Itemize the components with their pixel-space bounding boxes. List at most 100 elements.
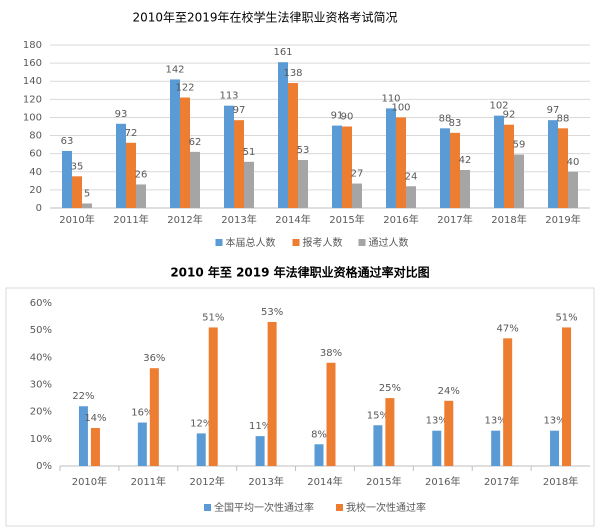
data-label: 27 — [351, 169, 364, 180]
legend-label: 全国平均一次性通过率 — [214, 501, 314, 514]
y-tick-label: 60 — [29, 149, 42, 160]
data-label: 16% — [131, 408, 153, 419]
data-label: 110 — [381, 93, 400, 104]
legend-swatch — [215, 239, 223, 246]
data-label: 72 — [125, 128, 138, 139]
data-label: 47% — [497, 323, 519, 334]
data-label: 63 — [61, 136, 74, 147]
data-label: 38% — [320, 348, 342, 359]
chart-border — [5, 287, 595, 527]
bar — [385, 398, 395, 466]
data-label: 14% — [84, 413, 106, 424]
legend-swatch — [358, 239, 366, 246]
data-label: 15% — [367, 410, 389, 421]
x-tick-label: 2016年 — [383, 213, 418, 226]
x-tick-label: 2013年 — [221, 213, 256, 226]
data-label: 51% — [555, 312, 577, 323]
y-tick-label: 60% — [30, 298, 52, 309]
data-label: 51 — [243, 147, 256, 158]
data-label: 42 — [459, 155, 472, 166]
bar — [267, 322, 277, 466]
data-label: 97 — [233, 105, 246, 116]
data-label: 93 — [115, 109, 128, 120]
bar — [78, 406, 88, 466]
bar — [72, 176, 82, 208]
x-tick-label: 2010年 — [59, 213, 94, 226]
bar — [234, 120, 244, 208]
bar — [244, 161, 254, 208]
x-tick-label: 2017年 — [484, 475, 519, 488]
data-label: 161 — [273, 47, 292, 58]
x-tick-label: 2011年 — [131, 475, 166, 488]
bar — [503, 338, 513, 466]
bar — [504, 124, 514, 208]
bar — [558, 128, 568, 208]
y-tick-label: 40% — [30, 352, 52, 363]
bar — [332, 125, 342, 208]
data-label: 88 — [439, 113, 452, 124]
bar — [550, 430, 560, 466]
data-label: 8% — [311, 429, 327, 440]
y-tick-label: 180 — [23, 40, 42, 51]
bar — [196, 433, 206, 466]
y-tick-label: 80 — [29, 131, 42, 142]
legend-swatch — [292, 239, 300, 246]
bar — [90, 427, 100, 466]
data-label: 122 — [175, 83, 194, 94]
y-tick-label: 120 — [23, 94, 42, 105]
data-label: 25% — [379, 383, 401, 394]
bar — [136, 184, 146, 208]
x-tick-label: 2012年 — [189, 475, 224, 488]
x-tick-label: 2012年 — [167, 213, 202, 226]
x-tick-label: 2014年 — [307, 475, 342, 488]
bar — [137, 422, 147, 466]
data-label: 13% — [485, 416, 507, 427]
bar — [126, 142, 136, 208]
bar — [342, 126, 352, 208]
data-label: 5 — [84, 188, 90, 199]
y-tick-label: 0% — [36, 461, 52, 472]
y-tick-label: 50% — [30, 325, 52, 336]
data-label: 13% — [426, 416, 448, 427]
data-label: 35 — [71, 161, 84, 172]
data-label: 36% — [143, 353, 165, 364]
bar — [432, 430, 442, 466]
bar — [406, 186, 416, 208]
data-label: 113 — [219, 91, 238, 102]
bar — [396, 117, 406, 208]
x-tick-label: 2018年 — [543, 475, 578, 488]
y-tick-label: 100 — [23, 112, 42, 123]
data-label: 13% — [543, 416, 565, 427]
legend-swatch — [204, 504, 211, 511]
data-label: 59 — [513, 140, 526, 151]
bar — [568, 171, 578, 208]
bar — [562, 327, 572, 466]
legend-label: 本届总人数 — [226, 236, 276, 249]
bar — [314, 444, 324, 466]
data-label: 40 — [567, 157, 580, 168]
data-label: 62 — [189, 137, 202, 148]
data-label: 142 — [165, 64, 184, 75]
bar — [386, 108, 396, 208]
bar — [548, 120, 558, 208]
x-tick-label: 2010年 — [72, 475, 107, 488]
data-label: 91 — [331, 111, 344, 122]
bar — [149, 368, 159, 466]
bar — [298, 160, 308, 208]
bar — [278, 62, 288, 209]
data-label: 97 — [547, 105, 560, 116]
bar — [491, 430, 501, 466]
data-label: 102 — [489, 101, 508, 112]
y-tick-label: 30% — [30, 380, 52, 391]
y-tick-label: 140 — [23, 76, 42, 87]
data-label: 92 — [503, 110, 516, 121]
data-label: 11% — [249, 421, 271, 432]
bar — [494, 115, 504, 208]
bar — [450, 132, 460, 208]
bar — [170, 79, 180, 209]
y-tick-label: 10% — [30, 434, 52, 445]
bar — [82, 203, 92, 208]
bar — [116, 123, 126, 208]
data-label: 83 — [449, 118, 462, 129]
